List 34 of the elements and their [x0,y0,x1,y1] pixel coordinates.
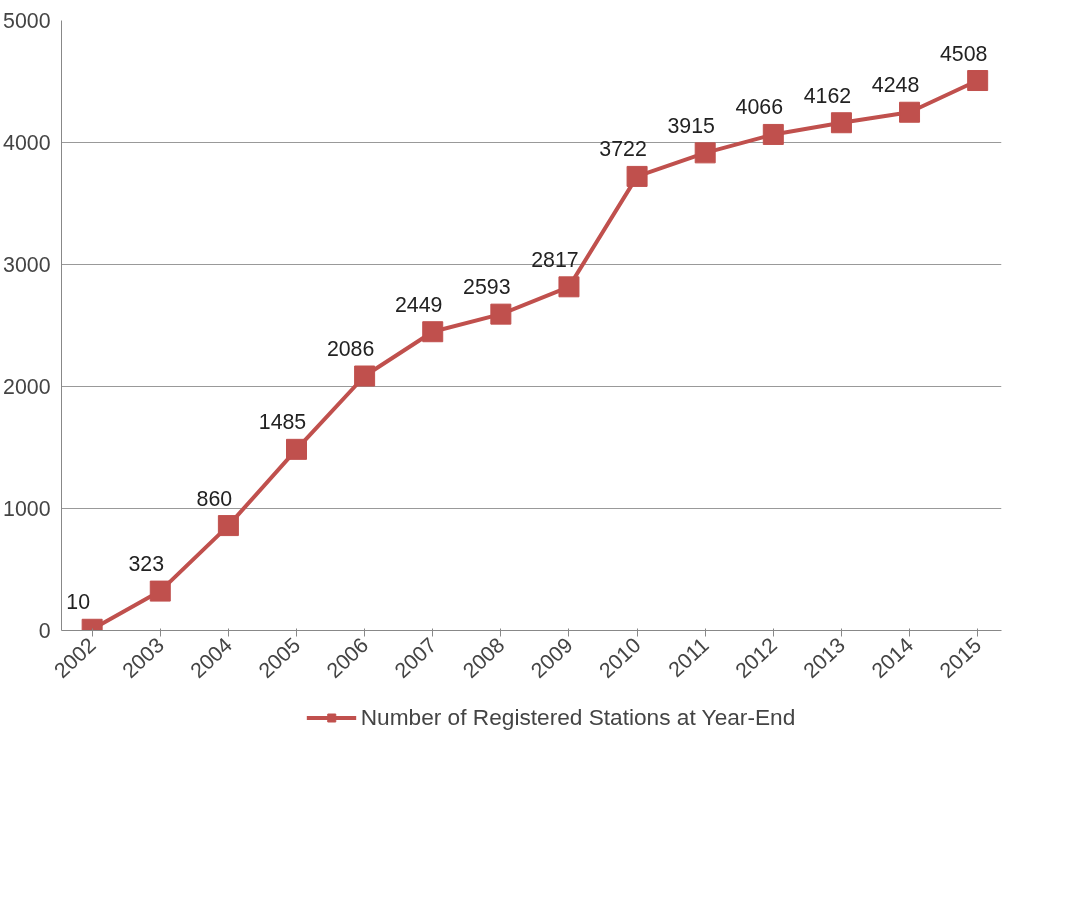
data-label: 4066 [735,95,784,120]
data-label: 4248 [871,73,920,98]
data-label: 2086 [326,337,375,362]
data-label: 3915 [667,113,715,138]
data-label: 860 [196,486,233,511]
data-label: 3722 [599,137,647,162]
data-label: 4162 [803,83,852,108]
point [626,165,648,187]
legend-label: Number of Registered Stations at Year-End [360,703,796,731]
y-tick-label: 4000 [3,131,51,155]
point [217,515,239,537]
data-label: 1485 [258,410,307,435]
y-tick-label: 0 [38,619,51,643]
y-tick-label: 3000 [3,253,51,277]
point [490,303,512,325]
point [149,580,171,602]
point [762,123,784,145]
data-label: 323 [128,552,165,577]
point [286,438,307,460]
data-label: 2449 [395,292,443,317]
data-label: 10 [66,590,91,615]
point [422,321,444,343]
point [694,142,716,164]
point [967,70,989,92]
point [830,112,852,134]
y-tick-label: 5000 [3,9,51,33]
y-tick-label: 2000 [3,375,51,399]
data-label: 4508 [939,41,988,66]
point [558,276,580,298]
data-label: 2817 [531,247,579,272]
y-tick-label: 1000 [3,497,51,521]
point [899,101,921,123]
point [354,365,376,387]
data-label: 2593 [463,275,511,300]
